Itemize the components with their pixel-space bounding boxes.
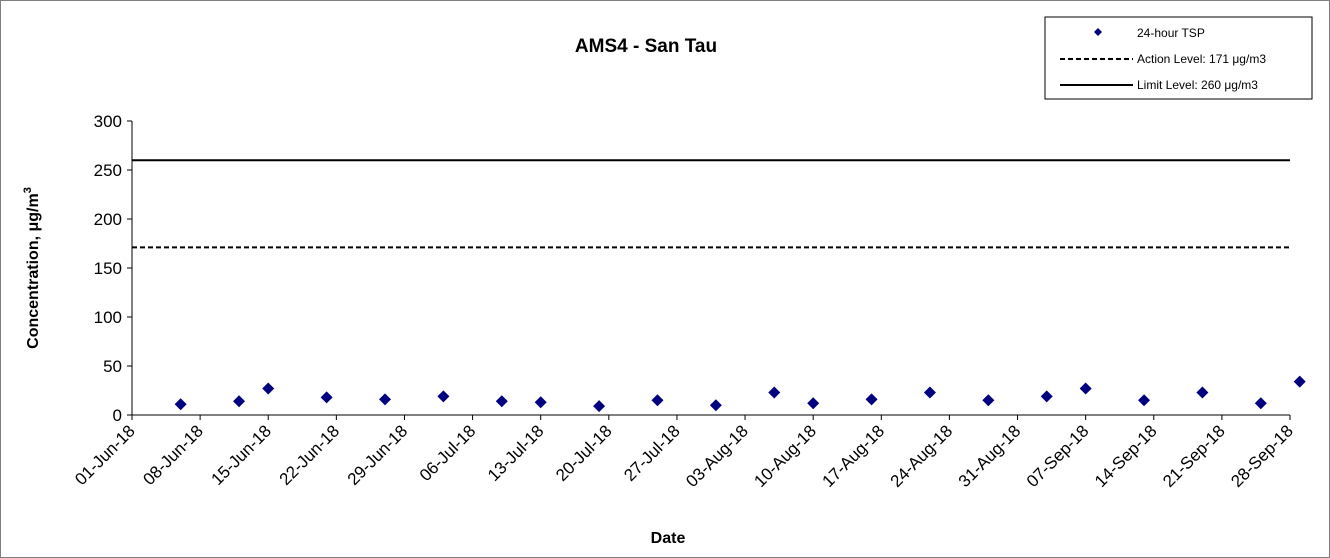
- data-point-tsp: [709, 399, 722, 412]
- legend-label-action: Action Level: 171 μg/m3: [1137, 52, 1266, 66]
- x-tick-label: 08-Jun-18: [139, 421, 207, 489]
- data-point-tsp: [807, 397, 820, 410]
- y-axis-title: Concentration, μg/m3: [22, 187, 42, 349]
- data-point-tsp: [982, 394, 995, 407]
- x-tick-label: 31-Aug-18: [955, 421, 1025, 491]
- data-point-tsp: [1138, 394, 1151, 407]
- data-point-tsp: [262, 382, 275, 395]
- data-point-tsp: [379, 393, 392, 406]
- y-tick-label: 150: [94, 259, 122, 278]
- legend-label-limit: Limit Level: 260 μg/m3: [1137, 78, 1258, 92]
- data-point-tsp: [768, 386, 781, 399]
- legend-label-tsp: 24-hour TSP: [1137, 26, 1205, 40]
- x-tick-label: 07-Sep-18: [1023, 421, 1093, 491]
- data-point-tsp: [1293, 375, 1306, 388]
- y-tick-label: 300: [94, 112, 122, 131]
- data-point-tsp: [320, 391, 333, 404]
- x-tick-label: 17-Aug-18: [819, 421, 889, 491]
- legend-marker-tsp: [1094, 28, 1102, 36]
- y-axis-title-superscript: 3: [22, 187, 34, 193]
- x-tick-label: 06-Jul-18: [416, 421, 480, 485]
- data-point-tsp: [174, 398, 187, 411]
- plot-area: 0 50 100 150 200 250 300 01-Jun-18 08-Jun-18 15-J…: [71, 112, 1306, 491]
- x-axis-title: Date: [651, 530, 686, 547]
- x-tick-label: 29-Jun-18: [344, 421, 412, 489]
- data-point-tsp: [437, 390, 450, 403]
- y-tick-label: 100: [94, 308, 122, 327]
- x-tick-label: 15-Jun-18: [207, 421, 275, 489]
- y-axis-title-text: Concentration, μg/m: [25, 193, 42, 349]
- data-point-tsp: [1079, 382, 1092, 395]
- x-tick-label: 28-Sep-18: [1227, 421, 1297, 491]
- x-tick-label: 13-Jul-18: [484, 421, 548, 485]
- data-point-tsp: [651, 394, 664, 407]
- data-point-tsp: [1196, 386, 1209, 399]
- data-point-tsp: [534, 396, 547, 409]
- x-tick-label: 24-Aug-18: [887, 421, 957, 491]
- y-tick-label: 200: [94, 210, 122, 229]
- y-tick-label: 250: [94, 161, 122, 180]
- x-tick-label: 03-Aug-18: [682, 421, 752, 491]
- chart-title: AMS4 - San Tau: [575, 36, 717, 57]
- x-tick-label: 01-Jun-18: [71, 421, 139, 489]
- data-point-tsp: [865, 393, 878, 406]
- data-point-tsp: [593, 400, 606, 413]
- y-tick-label: 0: [113, 406, 122, 425]
- x-tick-label: 22-Jun-18: [276, 421, 344, 489]
- x-tick-label: 20-Jul-18: [552, 421, 616, 485]
- x-tick-label: 27-Jul-18: [620, 421, 684, 485]
- data-point-tsp: [495, 395, 508, 408]
- x-tick-label: 21-Sep-18: [1159, 421, 1229, 491]
- y-tick-label: 50: [103, 357, 122, 376]
- legend: 24-hour TSP Action Level: 171 μg/m3 Limi…: [1044, 16, 1313, 100]
- x-tick-label: 10-Aug-18: [750, 421, 820, 491]
- data-point-tsp: [1040, 390, 1053, 403]
- data-point-tsp: [1254, 397, 1267, 410]
- data-point-tsp: [923, 386, 936, 399]
- data-point-tsp: [233, 395, 246, 408]
- x-tick-label: 14-Sep-18: [1091, 421, 1161, 491]
